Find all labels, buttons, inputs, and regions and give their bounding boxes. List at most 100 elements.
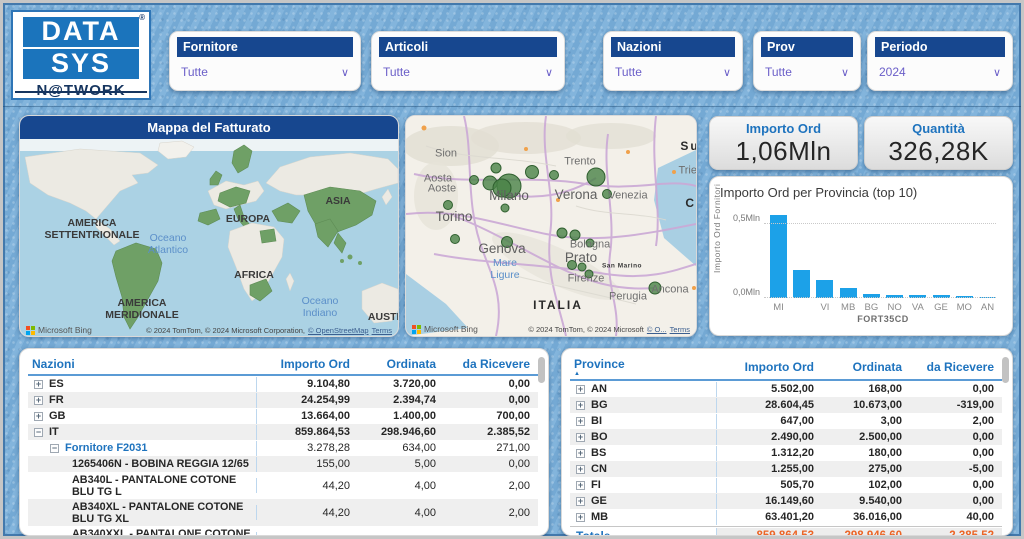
map-bubble[interactable] xyxy=(550,171,559,180)
gridline xyxy=(764,223,996,224)
table-row[interactable]: AB340XXL - PANTALONE COTONE BLU TG XXL55… xyxy=(28,526,538,536)
expand-icon[interactable]: + xyxy=(576,433,585,442)
value-cell: 2,00 xyxy=(444,478,538,493)
value-cell: 155,00 xyxy=(256,457,358,472)
expand-icon[interactable]: + xyxy=(576,385,585,394)
table-row[interactable]: −Fornitore F20313.278,28634,00271,00 xyxy=(28,440,538,456)
world-map-canvas xyxy=(20,139,399,337)
table-row[interactable]: 1265406N - BOBINA REGGIA 12/65155,005,00… xyxy=(28,456,538,472)
map-bubble[interactable] xyxy=(493,179,511,197)
expand-icon[interactable]: + xyxy=(34,396,43,405)
map-bubble[interactable] xyxy=(451,235,460,244)
collapse-icon[interactable]: − xyxy=(50,444,59,453)
expand-icon[interactable]: + xyxy=(576,513,585,522)
expand-icon[interactable]: + xyxy=(34,412,43,421)
column-header-importo-ord[interactable]: Importo Ord xyxy=(256,353,358,374)
chart-bar-VI[interactable] xyxy=(816,280,833,298)
row-label: 1265406N - BOBINA REGGIA 12/65 xyxy=(72,458,249,470)
map-bubble[interactable] xyxy=(444,201,453,210)
column-header-ordinata[interactable]: Ordinata xyxy=(822,356,910,377)
scrollbar-thumb[interactable] xyxy=(538,357,545,383)
table-row[interactable]: +BS1.312,20180,000,00 xyxy=(570,445,1002,461)
column-header-province[interactable]: Province▲ xyxy=(570,353,716,379)
slicer-periodo[interactable]: Periodo2024∨ xyxy=(867,31,1013,91)
value-cell: 2.490,00 xyxy=(716,430,822,445)
map-bubble[interactable] xyxy=(585,270,593,278)
table-row[interactable]: +MB63.401,2036.016,0040,00 xyxy=(570,509,1002,525)
slicer-prov[interactable]: ProvTutte∨ xyxy=(753,31,861,91)
map-bubble[interactable] xyxy=(649,282,661,294)
map-bubble[interactable] xyxy=(578,263,586,271)
chevron-down-icon[interactable]: ∨ xyxy=(993,66,1001,79)
scrollbar-thumb[interactable] xyxy=(1002,357,1009,383)
map-bubble[interactable] xyxy=(501,204,509,212)
expand-icon[interactable]: + xyxy=(576,497,585,506)
column-header-da-ricevere[interactable]: da Ricevere xyxy=(444,353,538,374)
map-bubble[interactable] xyxy=(570,230,580,240)
table-row[interactable]: +AN5.502,00168,000,00 xyxy=(570,381,1002,397)
chevron-down-icon[interactable]: ∨ xyxy=(841,66,849,79)
chart-bar-MI[interactable] xyxy=(770,215,787,298)
x-tick-label: BG xyxy=(865,302,879,313)
value-cell: 2.500,00 xyxy=(822,430,910,445)
expand-icon[interactable]: + xyxy=(34,380,43,389)
expand-icon[interactable]: + xyxy=(576,401,585,410)
expand-icon[interactable]: + xyxy=(576,449,585,458)
chevron-down-icon[interactable]: ∨ xyxy=(723,66,731,79)
province-table-scrollbar[interactable] xyxy=(1002,357,1009,527)
table-row[interactable]: +GB13.664,001.400,00700,00 xyxy=(28,408,538,424)
collapse-icon[interactable]: − xyxy=(34,428,43,437)
terms-link[interactable]: Terms xyxy=(670,325,690,334)
table-row[interactable]: +FR24.254,992.394,740,00 xyxy=(28,392,538,408)
table-row[interactable]: −IT859.864,53298.946,602.385,52 xyxy=(28,424,538,440)
chevron-down-icon[interactable]: ∨ xyxy=(545,66,553,79)
openstreetmap-link[interactable]: © O... xyxy=(647,325,667,334)
slicer-header-fornitore: Fornitore xyxy=(177,37,353,57)
world-map[interactable]: AMERICA SETTENTRIONALEEUROPAASIAAFRICAAM… xyxy=(20,139,398,337)
table-row[interactable]: +BI647,003,002,00 xyxy=(570,413,1002,429)
expand-icon[interactable]: + xyxy=(576,465,585,474)
slicer-fornitore[interactable]: FornitoreTutte∨ xyxy=(169,31,361,91)
slicer-value-periodo[interactable]: 2024∨ xyxy=(875,57,1005,79)
map-bubble[interactable] xyxy=(586,239,594,247)
table-row[interactable]: AB340L - PANTALONE COTONE BLU TG L44,204… xyxy=(28,472,538,499)
row-label: BS xyxy=(591,447,606,459)
slicer-value-articoli[interactable]: Tutte∨ xyxy=(379,57,557,79)
italy-map-card: SionAostaAosteTorinoMilanoTrentoVeronaVe… xyxy=(405,115,697,337)
expand-icon[interactable]: + xyxy=(576,481,585,490)
row-label: BI xyxy=(591,415,602,427)
slicer-value-nazioni[interactable]: Tutte∨ xyxy=(611,57,735,79)
column-header-da-ricevere[interactable]: da Ricevere xyxy=(910,356,1002,377)
slicer-articoli[interactable]: ArticoliTutte∨ xyxy=(371,31,565,91)
bar-slot: NO xyxy=(886,206,903,298)
chevron-down-icon[interactable]: ∨ xyxy=(341,66,349,79)
map-bubble[interactable] xyxy=(603,190,612,199)
expand-icon[interactable]: + xyxy=(576,417,585,426)
map-bubble[interactable] xyxy=(568,261,577,270)
map-bubble[interactable] xyxy=(587,168,605,186)
column-header-nazioni[interactable]: Nazioni xyxy=(28,353,256,374)
table-row[interactable]: AB340XL - PANTALONE COTONE BLU TG XL44,2… xyxy=(28,499,538,526)
table-row[interactable]: +ES9.104,803.720,000,00 xyxy=(28,376,538,392)
slicer-value-prov[interactable]: Tutte∨ xyxy=(761,57,853,79)
column-header-importo-ord[interactable]: Importo Ord xyxy=(716,356,822,377)
slicer-value-fornitore[interactable]: Tutte∨ xyxy=(177,57,353,79)
slicer-nazioni[interactable]: NazioniTutte∨ xyxy=(603,31,743,91)
table-row[interactable]: +BO2.490,002.500,000,00 xyxy=(570,429,1002,445)
table-row[interactable]: +CN1.255,00275,00-5,00 xyxy=(570,461,1002,477)
table-row[interactable]: +GE16.149,609.540,000,00 xyxy=(570,493,1002,509)
map-bubble[interactable] xyxy=(526,166,539,179)
chart-bar-n1[interactable] xyxy=(793,270,810,298)
table-row[interactable]: +FI505,70102,000,00 xyxy=(570,477,1002,493)
map-bubble[interactable] xyxy=(491,163,501,173)
map-bubble[interactable] xyxy=(470,176,479,185)
terms-link[interactable]: Terms xyxy=(372,326,392,335)
table-row[interactable]: +BG28.604,4510.673,00-319,00 xyxy=(570,397,1002,413)
openstreetmap-link[interactable]: © OpenStreetMap xyxy=(308,326,369,335)
italy-map[interactable]: SionAostaAosteTorinoMilanoTrentoVeronaVe… xyxy=(406,116,696,336)
map-bubble[interactable] xyxy=(557,228,567,238)
total-label-cell: Totale xyxy=(570,527,716,536)
column-header-ordinata[interactable]: Ordinata xyxy=(358,353,444,374)
map-bubble[interactable] xyxy=(502,237,513,248)
nazioni-table-scrollbar[interactable] xyxy=(538,357,545,527)
